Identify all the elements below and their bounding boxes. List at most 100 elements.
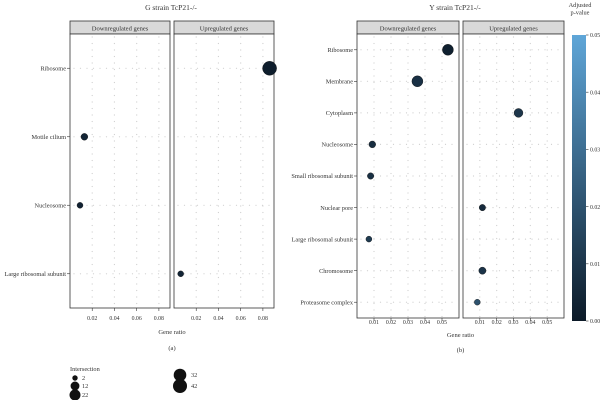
grid-dot [479, 75, 481, 77]
grid-dot [262, 231, 264, 233]
grid-dot [262, 159, 264, 162]
grid-dot [113, 94, 115, 97]
grid-dot [424, 62, 426, 64]
grid-dot [262, 42, 264, 45]
grid-dot [390, 315, 392, 318]
grid-dot [262, 55, 264, 58]
grid-dot [441, 250, 443, 253]
grid-dot [217, 296, 219, 298]
grid-dot [496, 42, 498, 45]
grid-dot [407, 49, 409, 51]
grid-dot [524, 49, 527, 51]
grid-dot [373, 62, 375, 64]
grid-dot [195, 257, 197, 259]
grid-dot [424, 36, 426, 38]
grid-dot [136, 114, 138, 116]
grid-dot [424, 49, 426, 51]
grid-dot [492, 270, 494, 272]
grid-dot [373, 133, 375, 136]
grid-dot [529, 185, 531, 188]
grid-dot [91, 88, 93, 90]
grid-dot [390, 231, 392, 233]
grid-dot [441, 55, 443, 58]
grid-dot [158, 166, 160, 168]
grid-dot [407, 75, 409, 77]
grid-dot [390, 49, 392, 51]
grid-dot [472, 207, 475, 209]
grid-dot [441, 296, 443, 298]
grid-dot [441, 159, 443, 162]
grid-dot [136, 140, 138, 142]
grid-dot [136, 120, 138, 123]
grid-dot [373, 75, 375, 77]
grid-dot [91, 296, 93, 298]
grid-dot [262, 218, 264, 220]
grid-dot [366, 207, 369, 209]
grid-dot [91, 179, 93, 181]
grid-dot [158, 140, 160, 142]
grid-dot [386, 175, 388, 177]
grid-dot [496, 62, 498, 64]
grid-dot [390, 133, 392, 136]
grid-dot [505, 207, 507, 209]
grid-dot [151, 136, 153, 138]
grid-dot [240, 270, 242, 272]
grid-dot [550, 207, 553, 209]
grid-dot [360, 270, 362, 272]
grid-dot [268, 273, 270, 275]
grid-dot [373, 205, 375, 207]
size-legend-circle [70, 381, 80, 391]
grid-dot [546, 224, 548, 227]
grid-dot [217, 172, 219, 175]
grid-dot [125, 273, 127, 275]
grid-dot [136, 244, 138, 246]
grid-dot [240, 42, 242, 45]
grid-dot [164, 204, 166, 206]
grid-dot [183, 273, 186, 275]
grid-dot [196, 204, 199, 206]
grid-dot [113, 192, 115, 194]
grid-dot [240, 159, 242, 162]
grid-dot [373, 309, 375, 311]
grid-dot [479, 143, 481, 145]
panel-sublabel: (b) [457, 347, 465, 354]
grid-dot [262, 127, 264, 129]
grid-dot [217, 283, 219, 285]
grid-dot [438, 112, 440, 114]
grid-dot [466, 143, 468, 145]
grid-dot [390, 166, 392, 168]
grid-dot [466, 49, 468, 51]
grid-dot [240, 68, 242, 71]
grid-dot [479, 80, 481, 82]
grid-dot [485, 112, 488, 114]
grid-dot [190, 204, 192, 206]
x-tick-label: 0.03 [508, 320, 518, 326]
grid-dot [373, 224, 375, 227]
grid-dot [386, 143, 388, 145]
grid-dot [390, 62, 392, 64]
grid-dot [91, 192, 93, 194]
grid-dot [240, 198, 242, 201]
grid-dot [407, 133, 409, 136]
grid-dot [195, 270, 197, 272]
grid-dot [557, 207, 559, 209]
grid-dot [158, 159, 160, 162]
grid-dot [136, 283, 138, 285]
grid-dot [550, 175, 553, 177]
grid-dot [496, 146, 498, 149]
grid-dot [485, 270, 488, 272]
grid-dot [261, 136, 264, 138]
grid-dot [466, 238, 468, 240]
grid-dot [217, 263, 219, 266]
grid-dot [431, 49, 434, 51]
grid-dot [217, 36, 219, 38]
grid-dot [424, 244, 426, 246]
grid-dot [496, 140, 498, 142]
grid-dot [529, 289, 531, 292]
grid-dot [373, 218, 375, 220]
panel-sublabel: (a) [168, 345, 175, 352]
grid-dot [91, 289, 93, 292]
grid-dot [240, 185, 242, 188]
grid-dot [113, 49, 115, 51]
grid-dot [441, 127, 443, 129]
